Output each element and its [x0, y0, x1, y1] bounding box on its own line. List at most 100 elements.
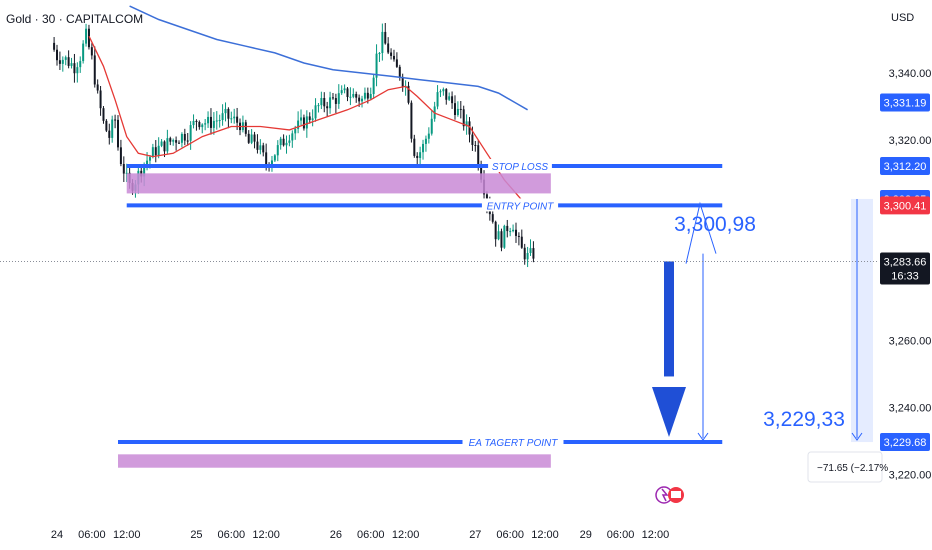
candle[interactable]: [427, 133, 430, 139]
candle[interactable]: [276, 145, 279, 156]
candle[interactable]: [163, 141, 166, 152]
candle[interactable]: [233, 116, 236, 119]
candle[interactable]: [392, 55, 395, 60]
candle[interactable]: [349, 96, 352, 98]
candle[interactable]: [265, 152, 268, 165]
candle[interactable]: [497, 231, 500, 240]
candle[interactable]: [352, 93, 355, 97]
candle[interactable]: [195, 120, 198, 122]
candle[interactable]: [73, 63, 76, 74]
candle[interactable]: [201, 124, 204, 128]
candle[interactable]: [291, 133, 294, 141]
candle[interactable]: [416, 155, 419, 158]
candle[interactable]: [326, 106, 329, 109]
candle[interactable]: [61, 59, 64, 64]
candle[interactable]: [85, 28, 88, 44]
candle[interactable]: [305, 116, 308, 129]
candle[interactable]: [93, 55, 96, 85]
candle[interactable]: [503, 225, 506, 248]
candle[interactable]: [514, 229, 517, 236]
candle[interactable]: [183, 133, 186, 141]
candle[interactable]: [334, 98, 337, 104]
candle[interactable]: [192, 120, 195, 126]
candle[interactable]: [224, 108, 227, 114]
candle[interactable]: [273, 155, 276, 161]
candle[interactable]: [529, 248, 532, 253]
candle[interactable]: [436, 92, 439, 107]
candle[interactable]: [125, 172, 128, 174]
candle[interactable]: [230, 118, 233, 120]
candle[interactable]: [79, 61, 82, 68]
candle[interactable]: [189, 125, 192, 141]
candle[interactable]: [178, 142, 181, 144]
candle[interactable]: [337, 93, 340, 104]
candle[interactable]: [151, 147, 154, 158]
candle[interactable]: [442, 89, 445, 92]
candle[interactable]: [102, 108, 105, 121]
candle[interactable]: [378, 53, 381, 55]
candle[interactable]: [56, 49, 58, 61]
candle[interactable]: [302, 117, 305, 129]
candle[interactable]: [294, 128, 297, 134]
candle[interactable]: [247, 133, 250, 143]
candle[interactable]: [64, 57, 67, 60]
candle[interactable]: [87, 28, 90, 48]
candle[interactable]: [451, 96, 454, 104]
candle[interactable]: [114, 119, 117, 121]
candle[interactable]: [160, 141, 163, 146]
candle[interactable]: [285, 142, 288, 146]
candle[interactable]: [96, 84, 99, 91]
candle[interactable]: [375, 53, 378, 78]
candle[interactable]: [395, 59, 398, 67]
candle[interactable]: [317, 105, 320, 107]
candle[interactable]: [76, 67, 79, 74]
candle[interactable]: [459, 108, 462, 110]
candle[interactable]: [346, 88, 349, 98]
candle[interactable]: [90, 47, 93, 56]
candle[interactable]: [407, 85, 410, 103]
candle[interactable]: [329, 97, 332, 109]
candle[interactable]: [456, 108, 459, 116]
candle[interactable]: [468, 121, 471, 135]
candle[interactable]: [506, 225, 509, 232]
candle[interactable]: [297, 120, 300, 129]
candle[interactable]: [361, 98, 364, 102]
candle[interactable]: [355, 93, 358, 98]
candle[interactable]: [422, 143, 425, 153]
candle[interactable]: [221, 113, 224, 121]
candle[interactable]: [99, 90, 102, 109]
candle[interactable]: [119, 147, 122, 165]
candle[interactable]: [387, 43, 390, 53]
candle[interactable]: [253, 134, 256, 142]
candle[interactable]: [186, 140, 189, 142]
candle[interactable]: [250, 134, 253, 143]
candle[interactable]: [517, 235, 520, 237]
candle[interactable]: [169, 138, 172, 142]
candle[interactable]: [308, 116, 311, 120]
candle[interactable]: [381, 31, 384, 54]
candle[interactable]: [70, 63, 73, 66]
candle[interactable]: [108, 130, 111, 138]
candle[interactable]: [105, 120, 108, 131]
candle[interactable]: [212, 120, 215, 128]
candle[interactable]: [398, 66, 401, 77]
candle[interactable]: [204, 123, 207, 125]
candle[interactable]: [314, 105, 317, 119]
candle[interactable]: [311, 118, 314, 120]
candle[interactable]: [491, 214, 494, 222]
candle[interactable]: [215, 120, 218, 122]
candle[interactable]: [462, 109, 465, 127]
candle[interactable]: [157, 145, 160, 156]
candle[interactable]: [256, 141, 259, 150]
candle[interactable]: [227, 108, 230, 119]
candle[interactable]: [270, 160, 273, 167]
candle[interactable]: [445, 89, 448, 100]
candle[interactable]: [236, 116, 239, 123]
candle[interactable]: [401, 76, 404, 87]
candle[interactable]: [340, 90, 343, 94]
candle[interactable]: [410, 102, 413, 139]
candle[interactable]: [282, 138, 285, 146]
candle[interactable]: [384, 31, 387, 44]
candle[interactable]: [471, 134, 474, 145]
